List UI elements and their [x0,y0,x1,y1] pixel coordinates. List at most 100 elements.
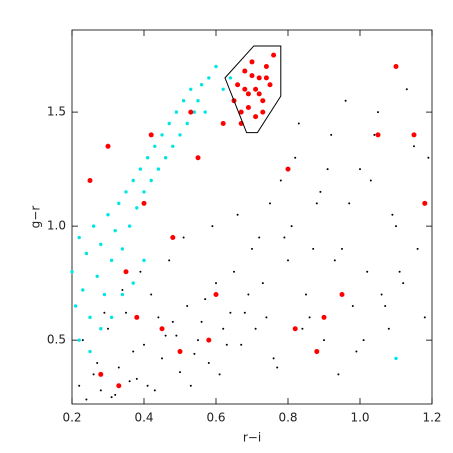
point [84,251,89,256]
point [375,132,381,138]
point [81,288,85,292]
point [253,86,259,92]
point [143,343,145,346]
point [98,371,104,377]
point [185,121,189,126]
point [245,91,251,97]
point [161,357,163,360]
point [215,282,217,285]
point [236,213,239,216]
point [175,334,178,337]
point [141,200,147,206]
point [77,235,81,240]
point [211,225,214,228]
point [366,270,369,273]
point [125,311,127,314]
point [387,327,390,330]
point [177,349,183,355]
point [402,282,405,285]
point [95,274,99,278]
point [168,259,171,262]
point [188,109,194,115]
point [312,247,315,250]
point [405,88,408,91]
point [109,258,114,263]
point [427,156,430,159]
point [99,389,102,392]
point [214,64,218,69]
point [142,258,146,263]
point [142,190,146,194]
point [156,167,161,171]
point [199,83,204,87]
point [263,75,269,81]
point [120,292,125,297]
point [269,202,271,205]
point [228,76,233,80]
point [395,225,397,228]
point [171,320,174,323]
point [242,68,248,74]
point [249,59,255,65]
point [200,320,203,323]
point [330,133,333,136]
point [153,389,156,392]
point [134,314,140,320]
point [287,259,289,262]
point [254,327,257,330]
x-tick-label: 0.4 [134,411,153,425]
point [88,349,92,354]
point [149,178,153,183]
point [189,384,192,387]
point [242,86,248,92]
point [107,327,109,330]
point [297,122,300,125]
point [308,316,311,319]
point [121,288,124,291]
point [70,270,74,274]
point [103,311,106,314]
point [192,110,197,114]
point [99,242,103,247]
point [413,145,415,148]
point [139,270,142,273]
point [196,98,200,103]
y-tick-label: 1.5 [47,105,66,119]
point [276,366,279,369]
x-tick-label: 1.0 [350,411,369,425]
point [135,206,139,210]
point [348,202,351,205]
point [341,247,343,250]
point [233,270,235,273]
point [81,339,84,342]
point [135,377,138,380]
point [333,259,336,262]
x-tick-label: 1.2 [422,411,441,425]
point [179,371,181,374]
point [207,76,211,80]
point [393,63,399,69]
point [265,316,268,319]
point [92,373,95,376]
point [321,314,327,320]
point [411,132,417,138]
point [182,236,185,239]
y-axis-label: g−r [29,206,43,229]
point [305,293,307,296]
point [88,315,92,320]
point [422,200,428,206]
point [109,315,114,320]
point [148,132,154,138]
point [220,121,226,126]
point [91,224,96,228]
point [117,201,121,206]
point [285,166,291,172]
point [221,87,225,91]
point [271,52,277,58]
point [256,75,262,81]
point [102,292,107,297]
point [292,326,298,332]
point [351,304,354,307]
point [314,349,320,355]
